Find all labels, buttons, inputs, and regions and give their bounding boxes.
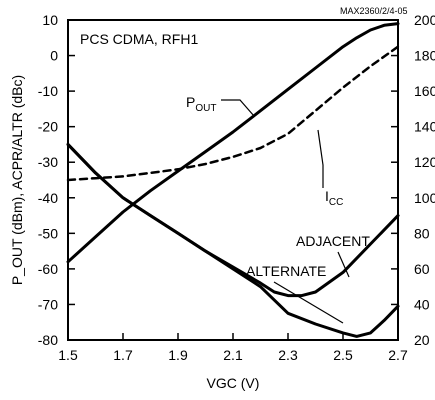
chart-note: MAX2360/2/4-05	[340, 6, 408, 16]
y-left-tick-label: -30	[38, 154, 58, 170]
adjacent-label: ADJACENT	[296, 233, 370, 278]
y-left-tick-label: -80	[38, 332, 58, 348]
y-right-tick-label: 160	[414, 83, 435, 99]
svg-text:POUT: POUT	[186, 94, 216, 114]
y-right-tick-label: 80	[414, 225, 430, 241]
y-left-tick-label: -10	[38, 83, 58, 99]
y-left-tick-label: 0	[50, 48, 58, 64]
y-right-tick-label: 100	[414, 190, 435, 206]
icc-label: ICC	[317, 129, 343, 208]
y-left-tick-label: -60	[38, 261, 58, 277]
icc-leader	[317, 129, 324, 188]
y-right-tick-label: 20	[414, 332, 430, 348]
y-right-tick-label: 60	[414, 261, 430, 277]
svg-text:ADJACENT: ADJACENT	[296, 233, 370, 249]
pout-leader	[221, 99, 255, 117]
y-right-ticks: 200 180 160 140 120 100 80 60 40 20	[391, 12, 435, 348]
x-tick-label: 1.5	[58, 347, 78, 363]
x-tick-label: 2.5	[333, 347, 353, 363]
series-line-icc	[66, 45, 400, 182]
y-left-tick-label: -70	[38, 296, 58, 312]
svg-text:ALTERNATE: ALTERNATE	[246, 263, 326, 279]
y-left-tick-label: -20	[38, 119, 58, 135]
alternate-label: ALTERNATE	[246, 263, 344, 324]
y-axis-title-left: P_OUT (dBm), ACPR/ALTR (dBc)	[9, 75, 25, 285]
series-layer	[66, 22, 400, 338]
y-left-ticks: 10 0 -10 -20 -30 -40 -50 -60 -70 -80	[38, 12, 75, 348]
svg-text:ICC: ICC	[325, 188, 343, 208]
x-ticks: 1.5 1.7 1.9 2.1 2.3 2.5 2.7	[58, 333, 408, 363]
y-left-tick-label: -40	[38, 190, 58, 206]
x-tick-label: 2.3	[278, 347, 298, 363]
x-tick-label: 1.7	[113, 347, 133, 363]
series-line-adjacent	[66, 142, 400, 298]
adjacent-leader	[337, 251, 350, 278]
icc-label-main: I	[325, 188, 329, 204]
y-right-tick-label: 200	[414, 12, 435, 28]
series-line-alternate	[66, 142, 400, 338]
y-right-tick-label: 140	[414, 119, 435, 135]
x-tick-label: 2.7	[388, 347, 408, 363]
y-right-tick-label: 40	[414, 296, 430, 312]
alternate-leader	[273, 281, 344, 324]
x-tick-label: 2.1	[223, 347, 243, 363]
y-right-tick-label: 120	[414, 154, 435, 170]
y-left-tick-label: 10	[42, 12, 58, 28]
y-left-tick-label: -50	[38, 225, 58, 241]
pout-label-sub: OUT	[195, 103, 216, 114]
chart-title: PCS CDMA, RFH1	[80, 31, 198, 47]
pout-label: POUT	[186, 94, 255, 117]
x-tick-label: 1.9	[168, 347, 188, 363]
icc-label-sub: CC	[329, 197, 343, 208]
y-right-tick-label: 180	[414, 48, 435, 64]
x-axis-title: VGC (V)	[207, 375, 260, 391]
pout-label-main: P	[186, 94, 195, 110]
series-line-pout	[66, 22, 400, 264]
plot-frame	[67, 19, 399, 341]
